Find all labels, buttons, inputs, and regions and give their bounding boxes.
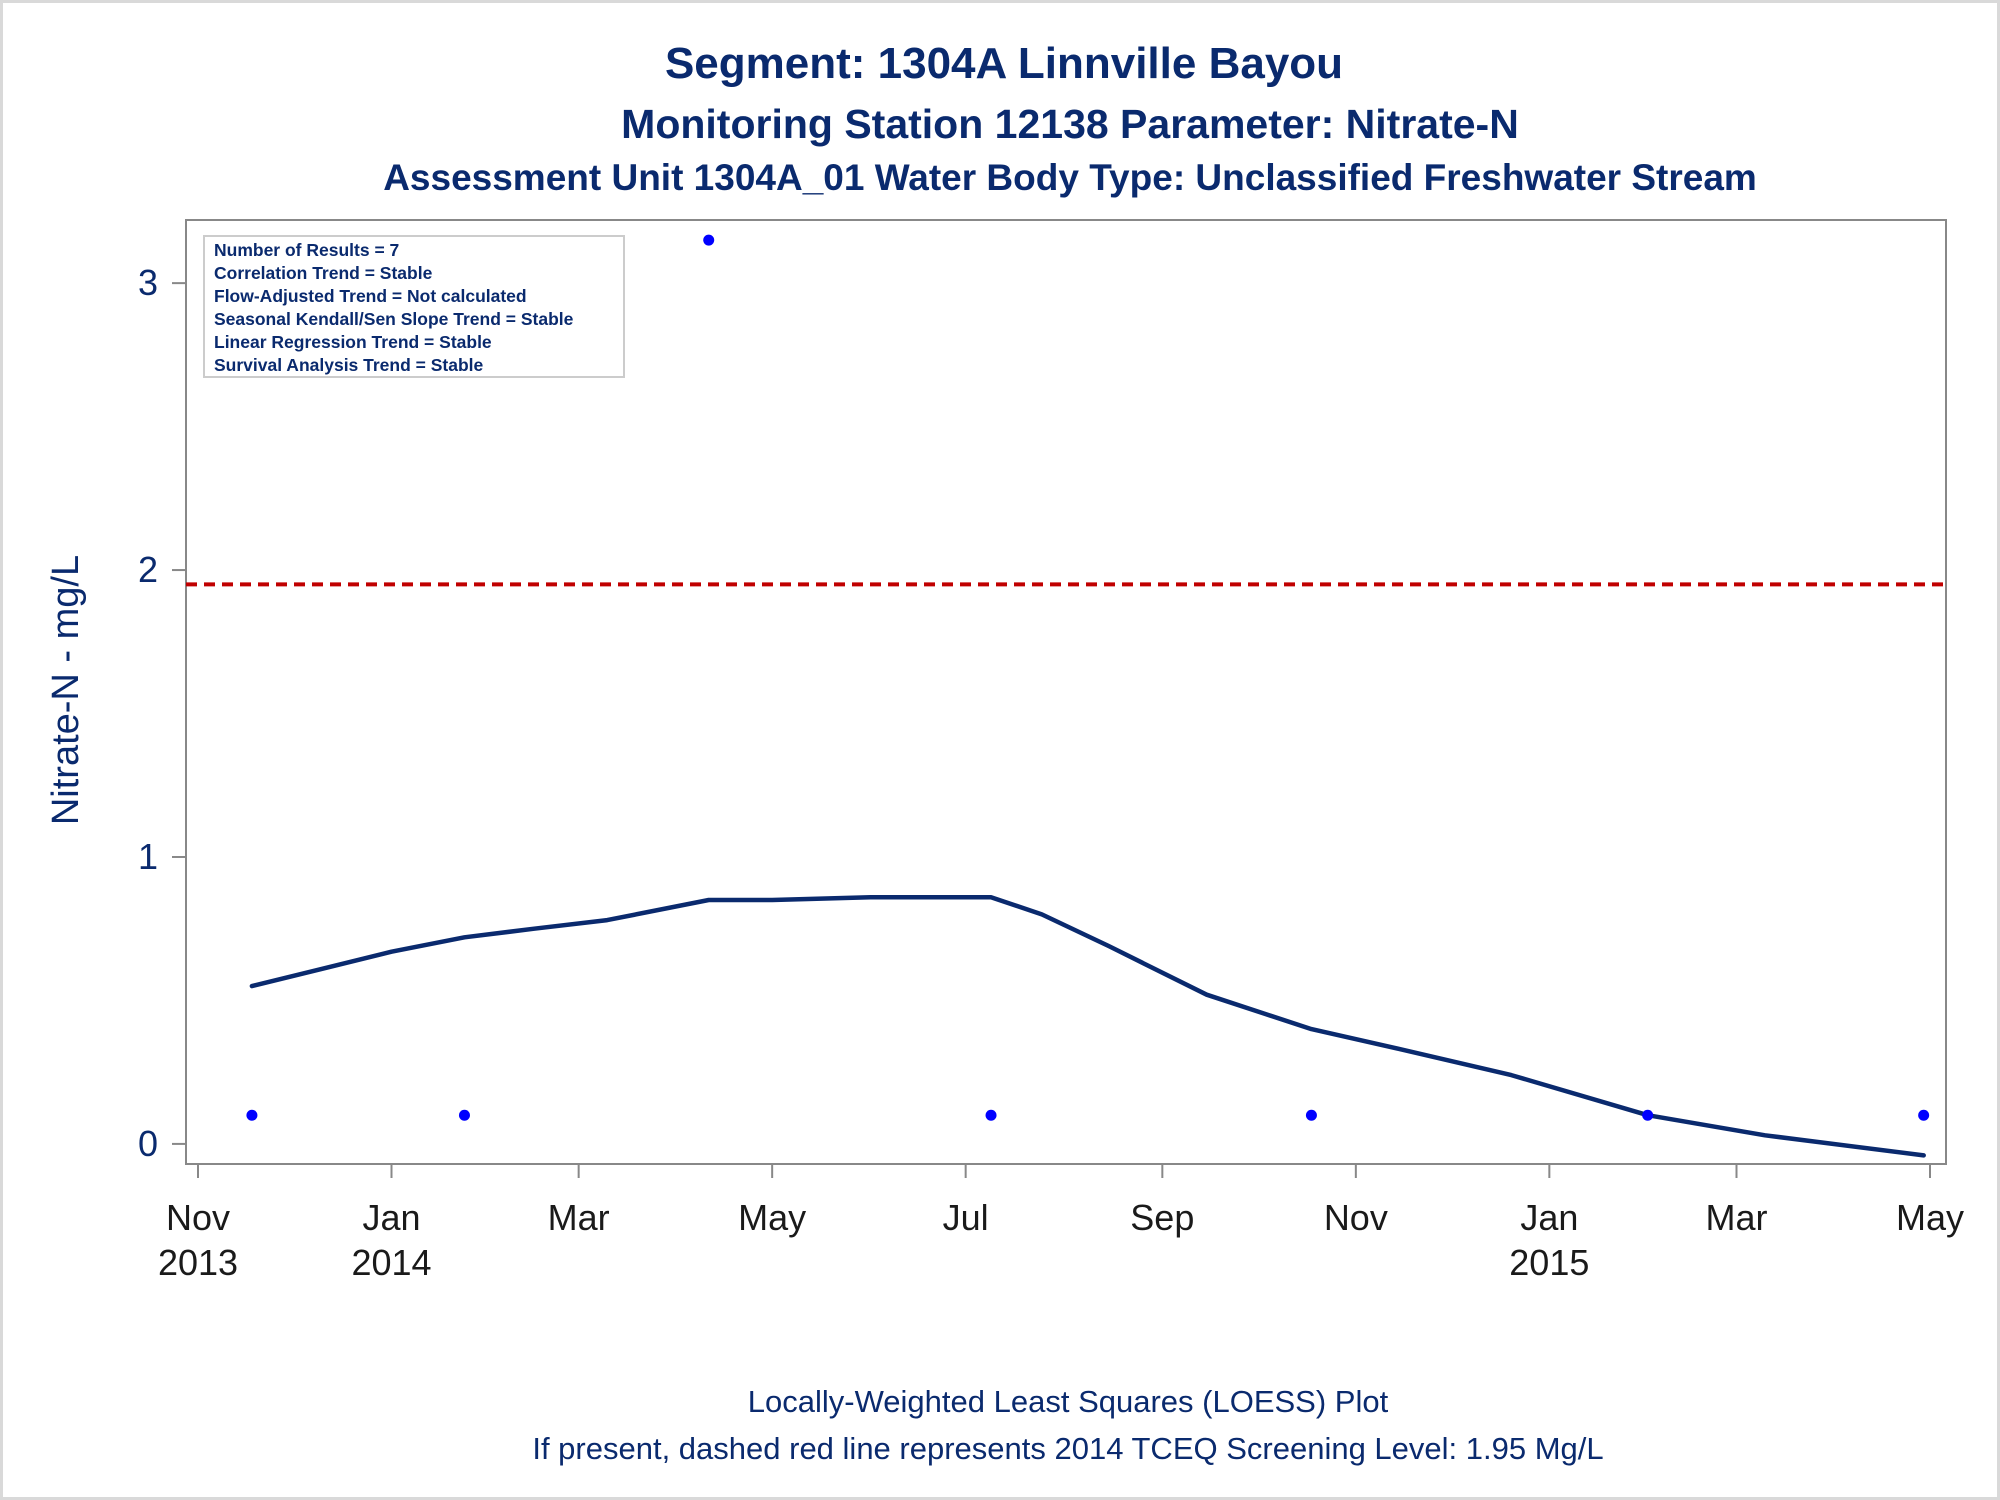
x-tick-year-label: 2013	[158, 1242, 238, 1283]
data-point	[703, 234, 715, 246]
data-point	[458, 1109, 470, 1121]
data-point	[1642, 1109, 1654, 1121]
y-tick-label: 0	[138, 1123, 158, 1164]
y-tick-label: 1	[138, 836, 158, 877]
inset-survival-analysis-trend: Survival Analysis Trend = Stable	[214, 355, 484, 375]
data-point	[246, 1109, 258, 1121]
x-tick-label: May	[738, 1197, 806, 1238]
y-axis-label: Nitrate-N - mg/L	[45, 555, 87, 825]
inset-correlation-trend: Correlation Trend = Stable	[214, 263, 433, 283]
footnote-loess: Locally-Weighted Least Squares (LOESS) P…	[748, 1384, 1389, 1419]
x-tick-label: Jan	[1520, 1197, 1578, 1238]
x-tick-label: Jul	[943, 1197, 989, 1238]
x-tick-label: Sep	[1130, 1197, 1194, 1238]
x-tick-label: Nov	[166, 1197, 230, 1238]
inset-seasonal-kendall-trend: Seasonal Kendall/Sen Slope Trend = Stabl…	[214, 309, 574, 329]
x-tick-label: Nov	[1324, 1197, 1388, 1238]
x-tick-label: Mar	[548, 1197, 610, 1238]
data-point	[1305, 1109, 1317, 1121]
x-tick-year-label: 2015	[1509, 1242, 1589, 1283]
x-tick-label: Jan	[362, 1197, 420, 1238]
y-tick-label: 3	[138, 262, 158, 303]
x-tick-label: Mar	[1705, 1197, 1767, 1238]
data-point	[985, 1109, 997, 1121]
x-tick-year-label: 2014	[351, 1242, 431, 1283]
chart-subtitle: Monitoring Station 12138 Parameter: Nitr…	[621, 101, 1519, 147]
chart-subtitle-2: Assessment Unit 1304A_01 Water Body Type…	[383, 157, 1757, 198]
loess-layer	[249, 894, 1926, 1158]
stats-inset: Number of Results = 7 Correlation Trend …	[203, 235, 625, 378]
y-axis: 0 1 2 3	[138, 262, 186, 1164]
data-point	[1918, 1109, 1930, 1121]
y-tick-label: 2	[138, 549, 158, 590]
inset-linear-regression-trend: Linear Regression Trend = Stable	[214, 332, 492, 352]
x-tick-label: May	[1896, 1197, 1964, 1238]
stats-inset-box	[203, 235, 625, 378]
inset-number-of-results: Number of Results = 7	[214, 240, 399, 260]
loess-line	[249, 894, 1926, 1158]
points-layer	[246, 234, 1930, 1121]
chart-title: Segment: 1304A Linnville Bayou	[665, 39, 1343, 88]
footnote-screening: If present, dashed red line represents 2…	[532, 1431, 1603, 1466]
inset-flow-adjusted-trend: Flow-Adjusted Trend = Not calculated	[214, 286, 527, 306]
